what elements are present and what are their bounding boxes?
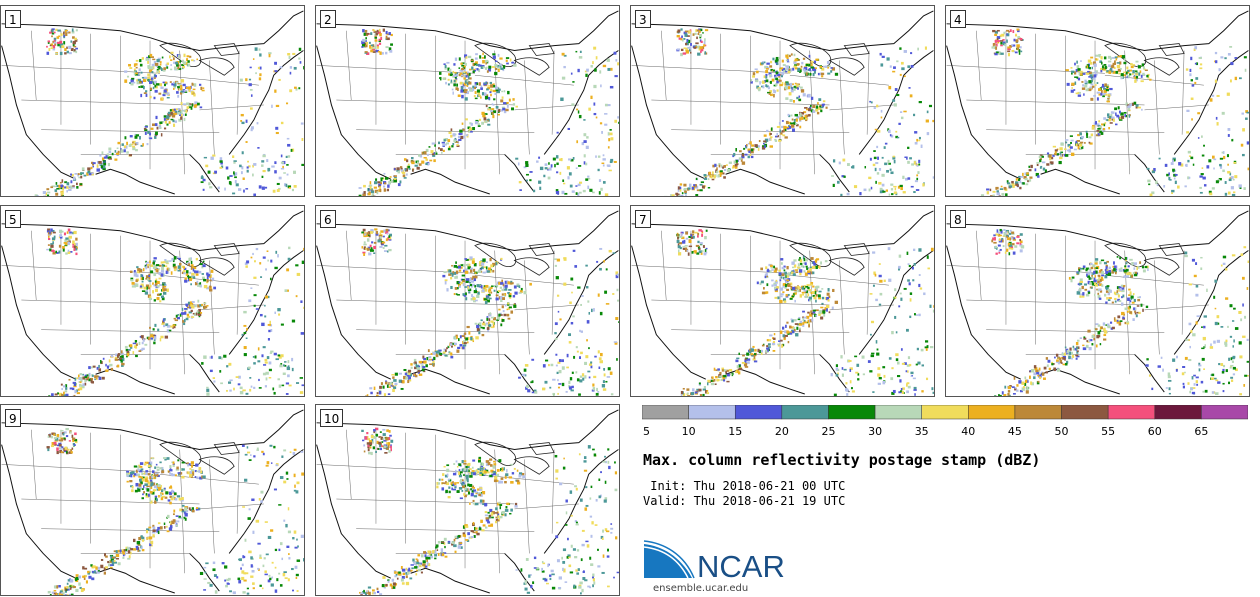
colorbar-segment bbox=[1014, 405, 1062, 420]
member-number: 3 bbox=[635, 10, 651, 28]
reflectivity-map bbox=[1, 210, 304, 396]
ensemble-member-panel[interactable]: 5 bbox=[0, 205, 305, 397]
ensemble-member-panel[interactable]: 10 bbox=[315, 404, 620, 596]
website-url: ensemble.ucar.edu bbox=[653, 583, 749, 594]
colorbar-segment bbox=[1154, 405, 1202, 420]
logo-text: NCAR bbox=[697, 549, 785, 582]
valid-time: Valid: Thu 2018-06-21 19 UTC bbox=[643, 494, 846, 508]
ensemble-member-panel[interactable]: 6 bbox=[315, 205, 620, 397]
colorbar-segment bbox=[688, 405, 736, 420]
colorbar-segment bbox=[1107, 405, 1156, 420]
reflectivity-map bbox=[946, 210, 1249, 396]
colorbar-tick-label: 30 bbox=[868, 425, 882, 438]
colorbar-tick-label: 5 bbox=[643, 425, 650, 438]
colorbar-segment bbox=[1061, 405, 1109, 420]
member-number: 1 bbox=[5, 10, 21, 28]
ensemble-member-panel[interactable]: 3 bbox=[630, 5, 935, 197]
ensemble-member-panel[interactable]: 1 bbox=[0, 5, 305, 197]
member-number: 7 bbox=[635, 210, 651, 228]
reflectivity-map bbox=[1, 10, 304, 196]
ensemble-member-panel[interactable]: 9 bbox=[0, 404, 305, 596]
init-time: Init: Thu 2018-06-21 00 UTC bbox=[643, 479, 846, 493]
member-number: 8 bbox=[950, 210, 966, 228]
colorbar-tick-label: 55 bbox=[1101, 425, 1115, 438]
colorbar-tick-label: 25 bbox=[821, 425, 835, 438]
ncar-logo: NCAR bbox=[643, 540, 785, 582]
member-number: 4 bbox=[950, 10, 966, 28]
colorbar-segment bbox=[642, 405, 689, 420]
member-number: 5 bbox=[5, 210, 21, 228]
reflectivity-map bbox=[316, 210, 619, 396]
colorbar-segment bbox=[828, 405, 876, 420]
chart-title: Max. column reflectivity postage stamp (… bbox=[643, 451, 1041, 469]
member-number: 2 bbox=[320, 10, 336, 28]
colorbar-segment bbox=[921, 405, 969, 420]
colorbar-segment bbox=[781, 405, 829, 420]
ensemble-member-panel[interactable]: 7 bbox=[630, 205, 935, 397]
member-number: 6 bbox=[320, 210, 336, 228]
colorbar-tick-label: 60 bbox=[1148, 425, 1162, 438]
reflectivity-map bbox=[316, 10, 619, 196]
colorbar-tick-label: 35 bbox=[915, 425, 929, 438]
colorbar-segment bbox=[734, 405, 783, 420]
colorbar-tick-label: 50 bbox=[1055, 425, 1069, 438]
colorbar-tick-label: 40 bbox=[961, 425, 975, 438]
colorbar-segment bbox=[1201, 405, 1248, 420]
reflectivity-colorbar: 5 10 15 20 25 30 35 40 45 50 55 60 65 bbox=[642, 405, 1248, 438]
reflectivity-map bbox=[631, 210, 934, 396]
reflectivity-map bbox=[316, 409, 619, 595]
ensemble-member-panel[interactable]: 4 bbox=[945, 5, 1250, 197]
ensemble-member-panel[interactable]: 8 bbox=[945, 205, 1250, 397]
colorbar-tick-label: 65 bbox=[1194, 425, 1208, 438]
ensemble-member-panel[interactable]: 2 bbox=[315, 5, 620, 197]
colorbar-segment bbox=[968, 405, 1016, 420]
reflectivity-map bbox=[1, 409, 304, 595]
colorbar-tick-label: 45 bbox=[1008, 425, 1022, 438]
colorbar-segment bbox=[874, 405, 922, 420]
colorbar-tick-label: 15 bbox=[728, 425, 742, 438]
colorbar-tick-label: 20 bbox=[775, 425, 789, 438]
member-number: 10 bbox=[320, 409, 344, 427]
member-number: 9 bbox=[5, 409, 21, 427]
reflectivity-map bbox=[631, 10, 934, 196]
colorbar-tick-label: 10 bbox=[682, 425, 696, 438]
reflectivity-map bbox=[946, 10, 1249, 196]
